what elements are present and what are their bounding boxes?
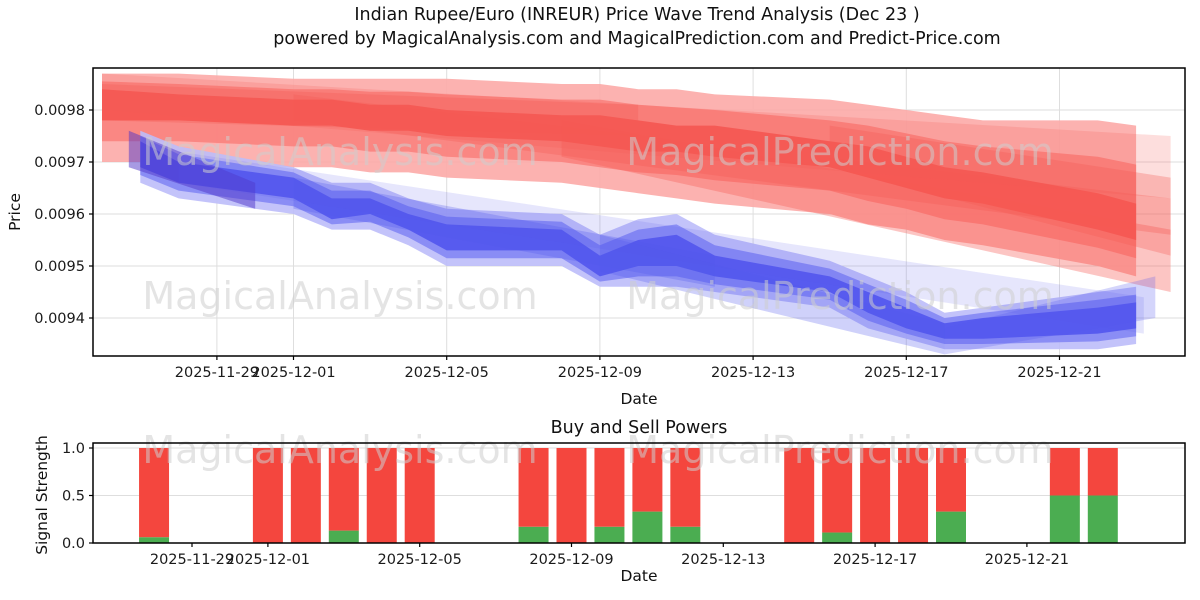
svg-text:2025-12-17: 2025-12-17	[833, 552, 917, 568]
svg-text:MagicalPrediction.com: MagicalPrediction.com	[626, 274, 1054, 318]
svg-text:0.0095: 0.0095	[34, 259, 85, 275]
svg-text:MagicalPrediction.com: MagicalPrediction.com	[626, 428, 1054, 472]
svg-text:0.0097: 0.0097	[34, 155, 85, 171]
svg-text:2025-12-01: 2025-12-01	[226, 552, 310, 568]
watermark-layer-top: MagicalAnalysis.com MagicalPrediction.com…	[142, 130, 1053, 318]
svg-text:0.0: 0.0	[62, 536, 85, 552]
svg-text:0.0096: 0.0096	[34, 207, 85, 223]
svg-text:2025-12-13: 2025-12-13	[711, 365, 795, 381]
buy-sell-powers-title: Buy and Sell Powers	[551, 418, 728, 438]
svg-text:MagicalPrediction.com: MagicalPrediction.com	[626, 130, 1054, 174]
svg-text:2025-12-09: 2025-12-09	[558, 365, 642, 381]
watermark-layer-bottom: MagicalAnalysis.com MagicalPrediction.com	[142, 428, 1053, 472]
figure-title-line1: Indian Rupee/Euro (INREUR) Price Wave Tr…	[354, 5, 919, 25]
svg-text:2025-12-21: 2025-12-21	[985, 552, 1069, 568]
signal-strength-axis-label: Signal Strength	[33, 435, 51, 555]
svg-text:0.0094: 0.0094	[34, 311, 85, 327]
buy-sell-bars	[139, 448, 1118, 544]
date-axis-label-top: Date	[620, 390, 657, 408]
svg-text:MagicalAnalysis.com: MagicalAnalysis.com	[142, 130, 537, 174]
svg-text:MagicalAnalysis.com: MagicalAnalysis.com	[142, 428, 537, 472]
svg-text:2025-11-29: 2025-11-29	[175, 365, 259, 381]
svg-text:1.0: 1.0	[62, 441, 85, 457]
svg-text:2025-12-13: 2025-12-13	[681, 552, 765, 568]
price-axis-label: Price	[6, 193, 24, 231]
svg-text:2025-12-21: 2025-12-21	[1017, 365, 1101, 381]
price-wave-bands	[102, 73, 1171, 355]
figure-title-line2: powered by MagicalAnalysis.com and Magic…	[273, 29, 1000, 49]
svg-text:MagicalAnalysis.com: MagicalAnalysis.com	[142, 274, 537, 318]
svg-text:0.5: 0.5	[62, 489, 85, 505]
svg-text:2025-12-05: 2025-12-05	[378, 552, 462, 568]
svg-text:2025-12-05: 2025-12-05	[405, 365, 489, 381]
svg-text:2025-12-17: 2025-12-17	[864, 365, 948, 381]
svg-text:2025-11-29: 2025-11-29	[150, 552, 234, 568]
svg-text:0.0098: 0.0098	[34, 103, 85, 119]
date-axis-label-bottom: Date	[620, 567, 657, 585]
svg-text:2025-12-09: 2025-12-09	[529, 552, 613, 568]
svg-text:2025-12-01: 2025-12-01	[251, 365, 335, 381]
